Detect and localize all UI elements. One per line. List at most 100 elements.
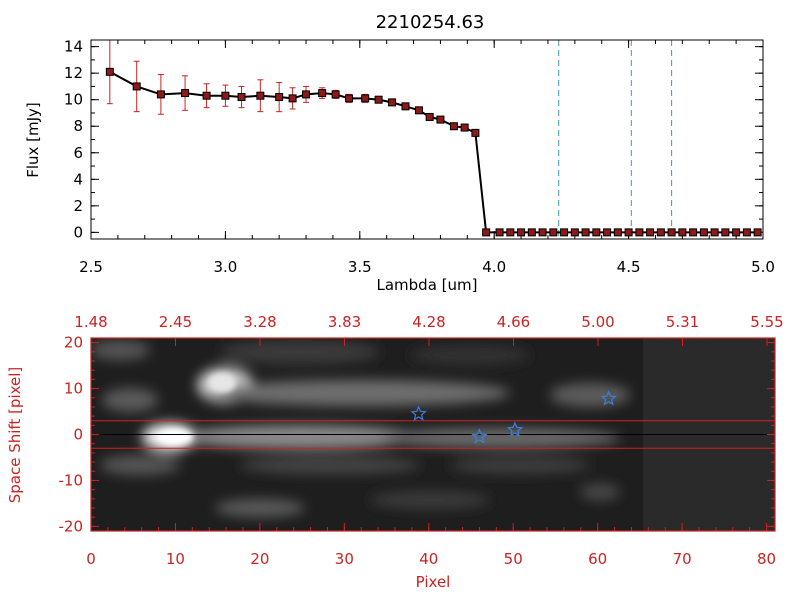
top-x-tick-label: 4.0 xyxy=(482,258,506,276)
flux-point xyxy=(753,228,762,237)
flux-point xyxy=(425,112,434,121)
flux-point xyxy=(449,122,458,131)
bottom-x-tick-label: 80 xyxy=(757,550,776,568)
flux-point xyxy=(374,95,383,104)
flux-point xyxy=(288,94,297,103)
flux-point xyxy=(436,115,445,124)
flux-point xyxy=(345,94,354,103)
bottom-y-tick-label: 20 xyxy=(64,334,83,352)
flux-point xyxy=(331,90,340,99)
flux-point xyxy=(202,91,211,100)
bottom-top-axis-tick-label: 5.00 xyxy=(581,313,614,331)
top-y-tick-label: 0 xyxy=(73,223,83,241)
bottom-x-tick-label: 0 xyxy=(86,550,96,568)
bottom-y-tick-label: 10 xyxy=(64,380,83,398)
top-x-tick-label: 4.5 xyxy=(617,258,641,276)
flux-point xyxy=(646,228,655,237)
flux-point xyxy=(581,228,590,237)
bottom-top-axis-tick-label: 2.45 xyxy=(159,313,192,331)
flux-point xyxy=(318,89,327,98)
flux-point xyxy=(275,93,284,102)
flux-point xyxy=(388,98,397,107)
flux-point xyxy=(721,228,730,237)
bottom-x-tick-label: 70 xyxy=(673,550,692,568)
flux-point xyxy=(506,228,515,237)
bottom-x-tick-label: 50 xyxy=(504,550,523,568)
top-y-axis-label: Flux [mJy] xyxy=(24,102,42,178)
flux-point xyxy=(460,123,469,132)
top-y-tick-label: 12 xyxy=(64,64,83,82)
flux-point xyxy=(105,67,114,76)
bottom-top-axis-tick-label: 5.31 xyxy=(666,313,699,331)
flux-point xyxy=(414,106,423,115)
top-plot-area: 2.5 3.0 3.5 4.0 4.5 5.0 0 2 4 6 8 10 12 14 xyxy=(64,38,775,276)
flux-point xyxy=(256,91,265,100)
flux-point xyxy=(527,228,536,237)
bottom-top-axis-tick-label: 4.66 xyxy=(497,313,530,331)
flux-point xyxy=(471,128,480,137)
flux-point xyxy=(132,82,141,91)
flux-point xyxy=(667,228,676,237)
flux-point xyxy=(156,90,165,99)
flux-point xyxy=(710,228,719,237)
top-y-tick-label: 4 xyxy=(73,170,83,188)
flux-point xyxy=(635,228,644,237)
flux-point xyxy=(237,93,246,102)
bottom-overlay xyxy=(91,390,775,449)
flux-point xyxy=(689,228,698,237)
flux-point xyxy=(603,228,612,237)
flux-point xyxy=(613,228,622,237)
source-star-marker xyxy=(506,421,524,437)
top-x-axis-label: Lambda [um] xyxy=(377,276,478,294)
flux-point xyxy=(181,89,190,98)
flux-point xyxy=(624,228,633,237)
top-x-tick-label: 3.5 xyxy=(348,258,372,276)
top-y-tick-label: 10 xyxy=(64,91,83,109)
source-star-marker xyxy=(410,405,427,421)
top-x-tick-label: 2.5 xyxy=(79,258,103,276)
flux-point xyxy=(549,228,558,237)
flux-point xyxy=(401,102,410,111)
flux-point xyxy=(656,228,665,237)
flux-point xyxy=(732,228,741,237)
top-x-tick-label: 5.0 xyxy=(751,258,775,276)
top-x-tick-label: 3.0 xyxy=(213,258,237,276)
flux-point xyxy=(302,90,311,99)
bottom-x-tick-label: 30 xyxy=(335,550,354,568)
flux-point xyxy=(592,228,601,237)
flux-point xyxy=(517,228,526,237)
bottom-top-axis-tick-label: 1.48 xyxy=(74,313,107,331)
bottom-top-axis-tick-label: 4.28 xyxy=(412,313,445,331)
bottom-x-tick-label: 20 xyxy=(250,550,269,568)
bottom-axes: 0 10 20 30 40 50 60 70 80 -20 -10 0 10 20 1.48 2.45 3.28… xyxy=(59,313,784,568)
source-star-marker xyxy=(471,428,488,444)
bottom-top-axis-tick-label: 5.55 xyxy=(750,313,783,331)
flux-point xyxy=(221,91,230,100)
flux-point xyxy=(361,94,370,103)
plot-title: 2210254.63 xyxy=(376,12,485,33)
bottom-x-axis-label: Pixel xyxy=(416,573,451,591)
top-y-tick-label: 2 xyxy=(73,197,83,215)
flux-point xyxy=(570,228,579,237)
top-y-tick-label: 14 xyxy=(64,38,83,56)
bottom-top-axis-tick-label: 3.28 xyxy=(243,313,276,331)
bottom-x-tick-label: 40 xyxy=(419,550,438,568)
source-star-marker xyxy=(600,390,617,406)
top-plot-frame xyxy=(90,39,764,240)
top-y-tick-label: 8 xyxy=(73,117,83,135)
bottom-y-tick-label: 0 xyxy=(73,426,83,444)
flux-point xyxy=(678,228,687,237)
bottom-y-tick-label: -20 xyxy=(59,517,84,535)
bottom-x-tick-label: 60 xyxy=(588,550,607,568)
bottom-top-axis-tick-label: 3.83 xyxy=(328,313,361,331)
flux-point xyxy=(699,228,708,237)
bottom-y-tick-label: -10 xyxy=(59,471,84,489)
bottom-x-tick-label: 10 xyxy=(166,550,185,568)
top-y-tick-label: 6 xyxy=(73,144,83,162)
flux-point xyxy=(538,228,547,237)
flux-point xyxy=(495,228,504,237)
flux-point xyxy=(560,228,569,237)
bottom-y-axis-label: Space Shift [pixel] xyxy=(6,367,24,504)
flux-point xyxy=(482,228,491,237)
